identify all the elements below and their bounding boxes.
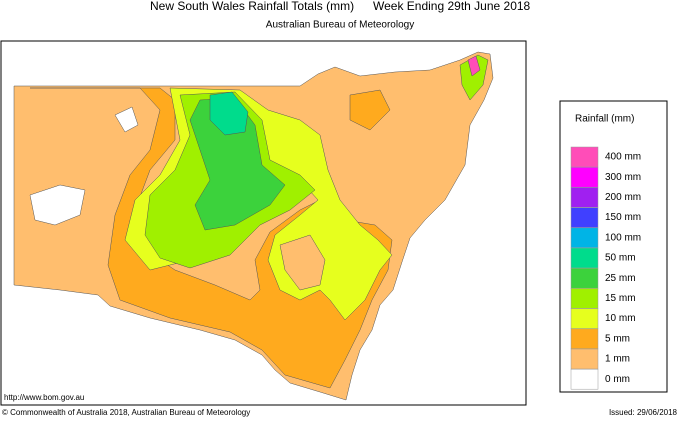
legend-swatch	[570, 247, 599, 269]
legend-label: 25 mm	[605, 273, 636, 284]
footer-issued: Issued: 29/06/2018	[609, 408, 678, 417]
legend-swatch	[570, 267, 599, 289]
legend-items: 400 mm 300 mm 200 mm 150 mm 100 mm 50 mm 25 mm…	[570, 146, 641, 390]
legend-title: Rainfall (mm)	[575, 114, 634, 125]
legend-label: 50 mm	[605, 253, 636, 264]
legend-label: 150 mm	[605, 212, 641, 223]
footer-url: http://www.bom.gov.au	[4, 393, 84, 402]
legend-label: 300 mm	[605, 172, 641, 183]
legend-label: 5 mm	[605, 333, 630, 344]
legend-label: 15 mm	[605, 293, 636, 304]
legend-swatch	[570, 308, 599, 329]
title: New South Wales Rainfall Totals (mm)	[150, 0, 354, 13]
legend-swatch	[570, 288, 599, 309]
legend-label: 1 mm	[605, 354, 630, 365]
subtitle: Australian Bureau of Meteorology	[266, 20, 414, 31]
legend-label: 200 mm	[605, 192, 641, 203]
legend-swatch	[570, 187, 599, 208]
legend-swatch	[570, 207, 599, 228]
legend-label: 10 mm	[605, 313, 636, 324]
legend-label: 400 mm	[605, 152, 641, 163]
legend-swatch	[570, 146, 599, 168]
period: Week Ending 29th June 2018	[373, 0, 531, 13]
legend-label: 0 mm	[605, 374, 630, 385]
legend-swatch	[570, 166, 599, 188]
legend-swatch	[570, 348, 599, 370]
legend-swatch	[570, 328, 599, 350]
footer-copyright: © Commonwealth of Australia 2018, Austra…	[2, 408, 250, 417]
map	[13, 51, 494, 401]
legend-label: 100 mm	[605, 232, 641, 243]
legend-swatch	[570, 227, 599, 249]
legend-swatch	[570, 368, 599, 390]
